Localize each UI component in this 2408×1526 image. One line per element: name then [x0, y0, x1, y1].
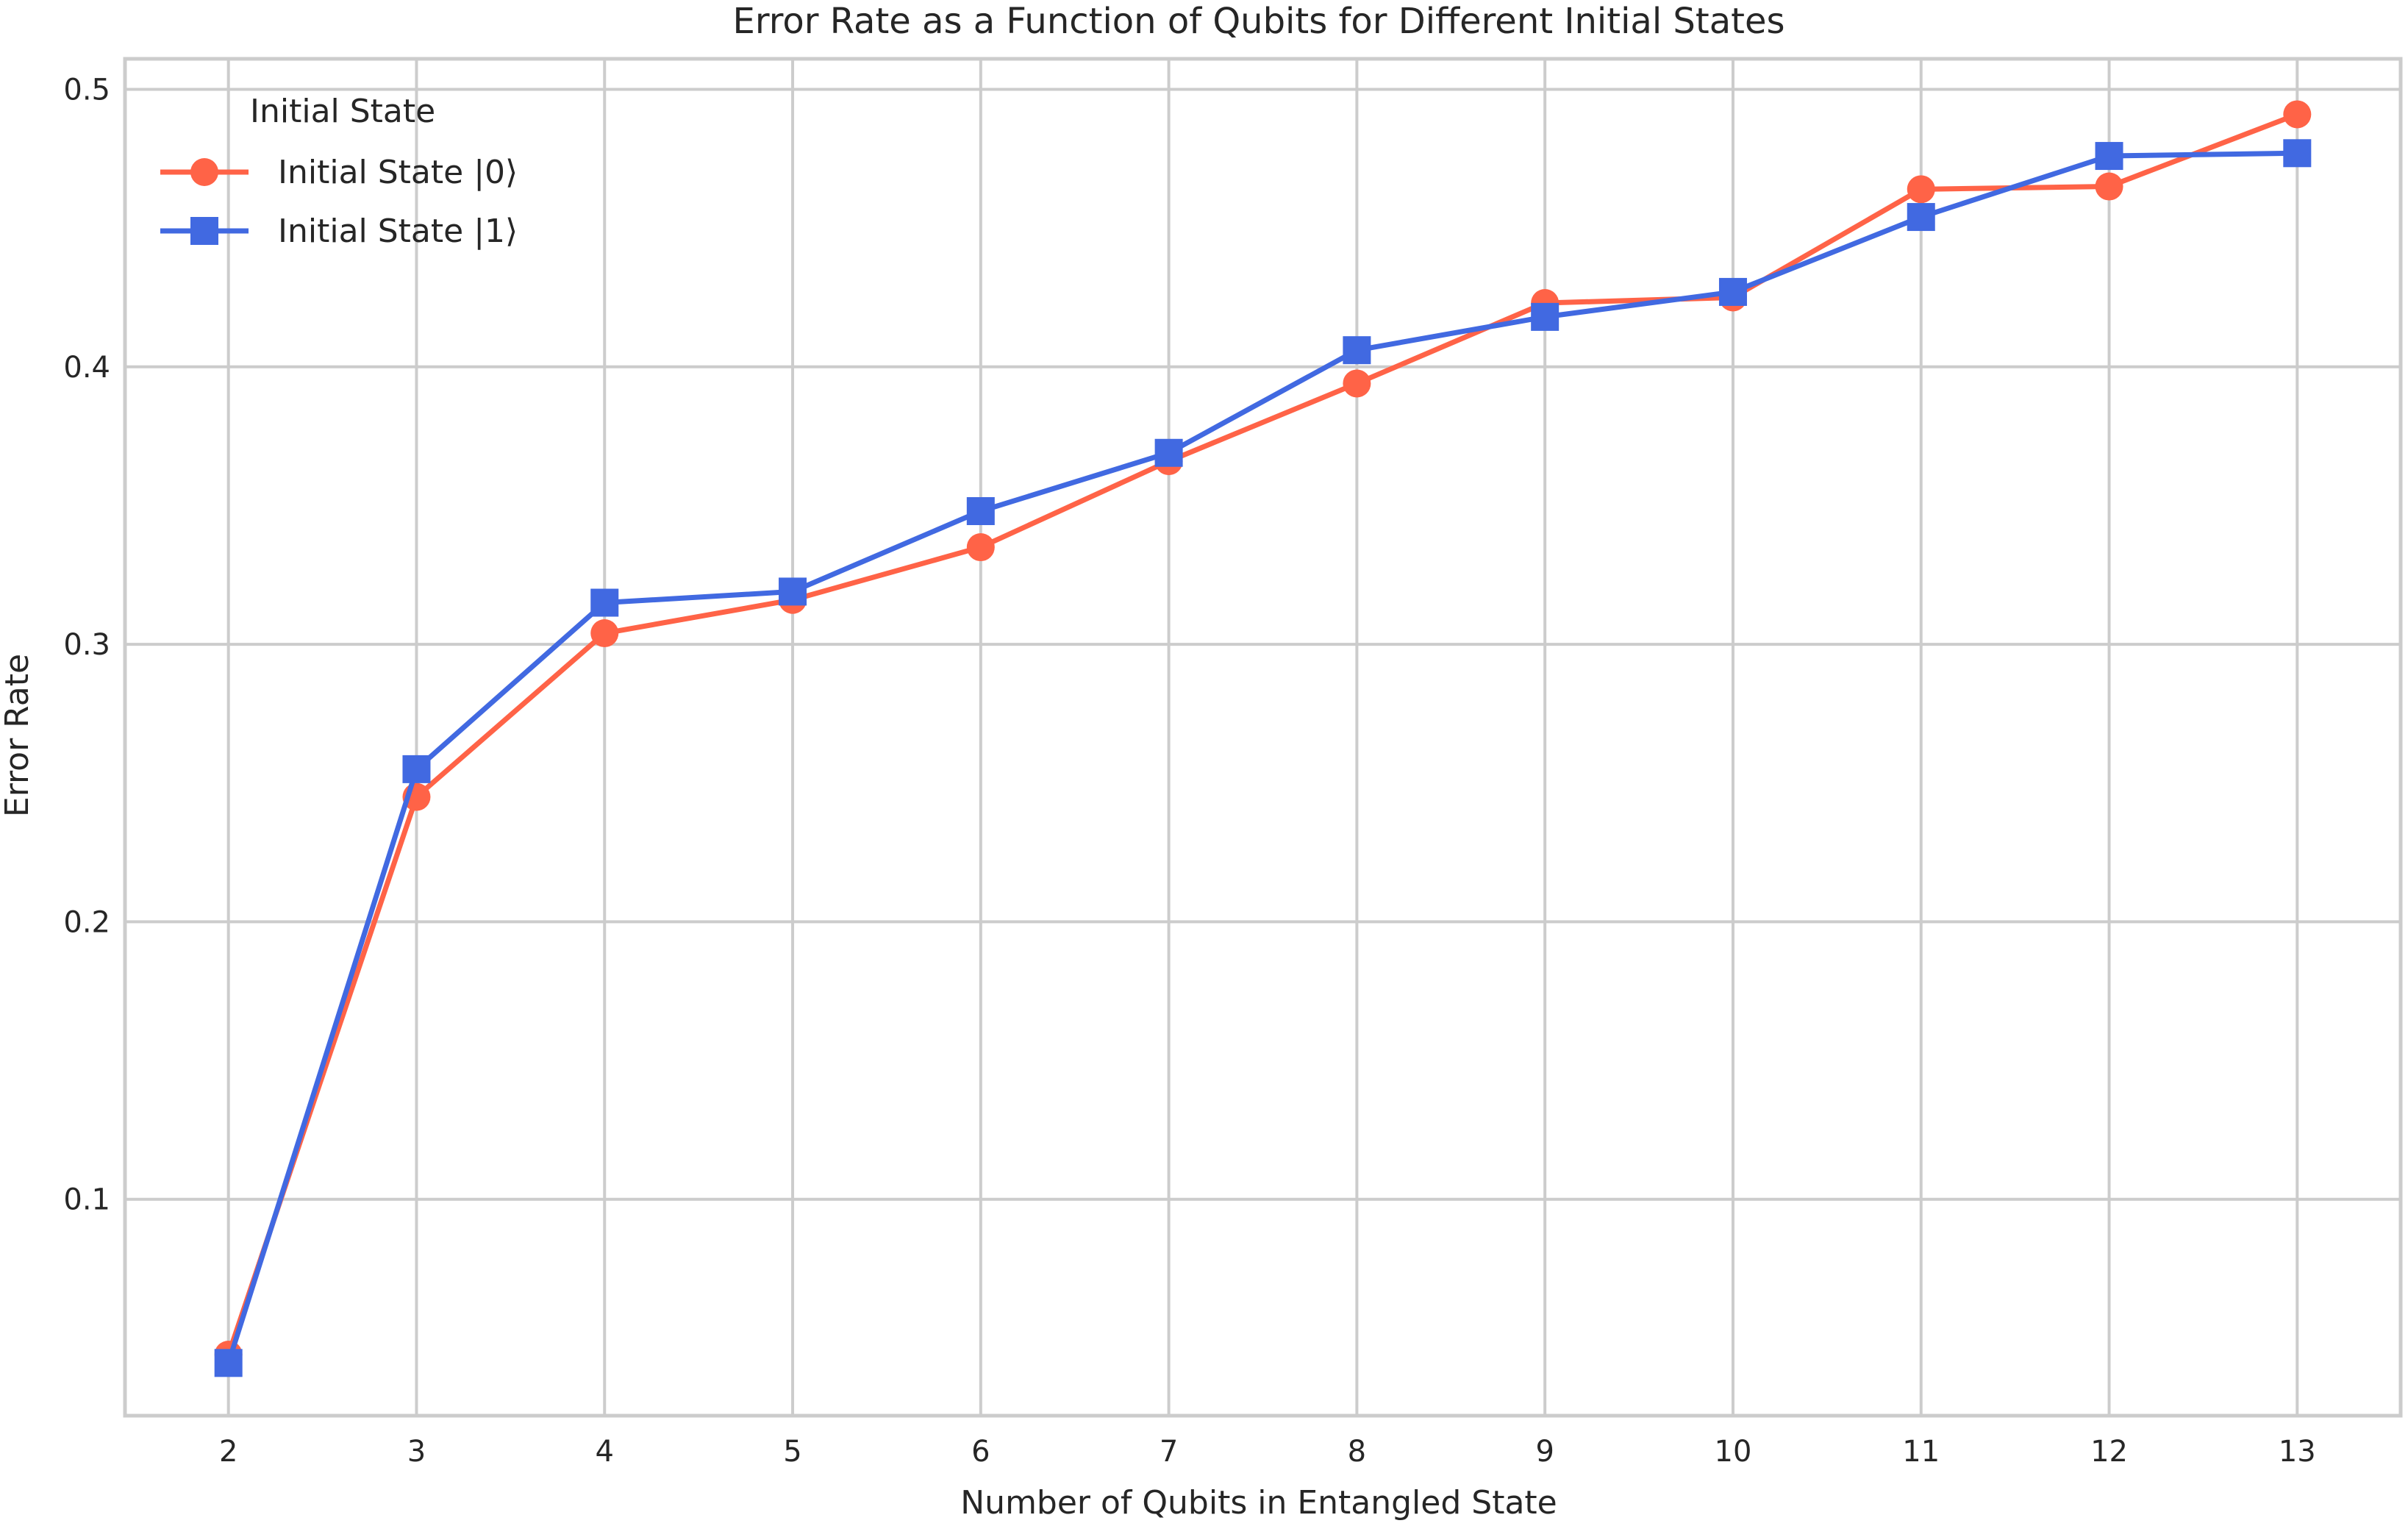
legend-item: Initial State |0⟩	[160, 154, 518, 191]
data-point-circle	[1343, 369, 1371, 398]
y-tick-label: 0.3	[63, 628, 110, 662]
legend-label: Initial State |1⟩	[278, 213, 518, 250]
data-point-square	[2283, 139, 2312, 168]
x-tick-label: 3	[407, 1435, 426, 1469]
legend-label: Initial State |0⟩	[278, 154, 518, 191]
y-tick-labels: 0.1 0.2 0.3 0.4 0.5	[63, 74, 110, 1217]
data-point-square	[214, 1349, 243, 1377]
x-tick-label: 2	[219, 1435, 237, 1469]
data-point-square	[966, 497, 995, 525]
y-tick-label: 0.5	[63, 74, 110, 107]
legend-title: Initial State	[250, 93, 435, 130]
x-tick-label: 13	[2279, 1435, 2316, 1469]
data-point-square	[402, 755, 431, 783]
y-tick-label: 0.1	[63, 1183, 110, 1217]
x-tick-label: 11	[1902, 1435, 1940, 1469]
x-axis-label: Number of Qubits in Entangled State	[960, 1484, 1557, 1522]
data-point-square	[1531, 302, 1560, 331]
y-tick-label: 0.2	[63, 905, 110, 939]
x-tick-label: 8	[1348, 1435, 1366, 1469]
data-point-circle	[590, 619, 619, 648]
x-tick-label: 7	[1160, 1435, 1178, 1469]
legend-marker-circle	[190, 158, 218, 186]
y-tick-label: 0.4	[63, 351, 110, 385]
data-point-square	[590, 588, 619, 617]
data-point-square	[1154, 438, 1183, 467]
data-point-circle	[2095, 172, 2123, 201]
x-tick-label: 6	[971, 1435, 990, 1469]
x-tick-label: 12	[2090, 1435, 2128, 1469]
x-tick-label: 9	[1535, 1435, 1554, 1469]
legend: Initial State Initial State |0⟩Initial S…	[160, 93, 518, 250]
x-tick-label: 5	[783, 1435, 801, 1469]
x-tick-label: 10	[1715, 1435, 1752, 1469]
data-point-circle	[1907, 175, 1935, 204]
legend-item: Initial State |1⟩	[160, 213, 518, 250]
series-1	[214, 139, 2312, 1377]
y-axis-label: Error Rate	[0, 654, 36, 817]
data-point-square	[2095, 142, 2123, 171]
data-point-square	[779, 577, 807, 606]
data-point-square	[1718, 277, 1747, 306]
legend-marker-square	[190, 217, 218, 245]
series	[214, 100, 2312, 1377]
data-point-square	[1343, 336, 1371, 365]
legend-items: Initial State |0⟩ Initial State |1⟩	[160, 154, 518, 250]
chart-title: Error Rate as a Function of Qubits for D…	[733, 1, 1785, 42]
x-tick-label: 4	[596, 1435, 614, 1469]
data-point-circle	[966, 533, 995, 562]
plot-frame	[123, 57, 2403, 1418]
series-line	[226, 150, 2298, 1364]
data-point-circle	[2283, 100, 2312, 129]
x-tick-labels: 2 3 4 5 6 7 8 9 10 11 12 13	[219, 1435, 2316, 1469]
data-point-square	[1907, 203, 1935, 232]
series-line	[226, 112, 2298, 1356]
